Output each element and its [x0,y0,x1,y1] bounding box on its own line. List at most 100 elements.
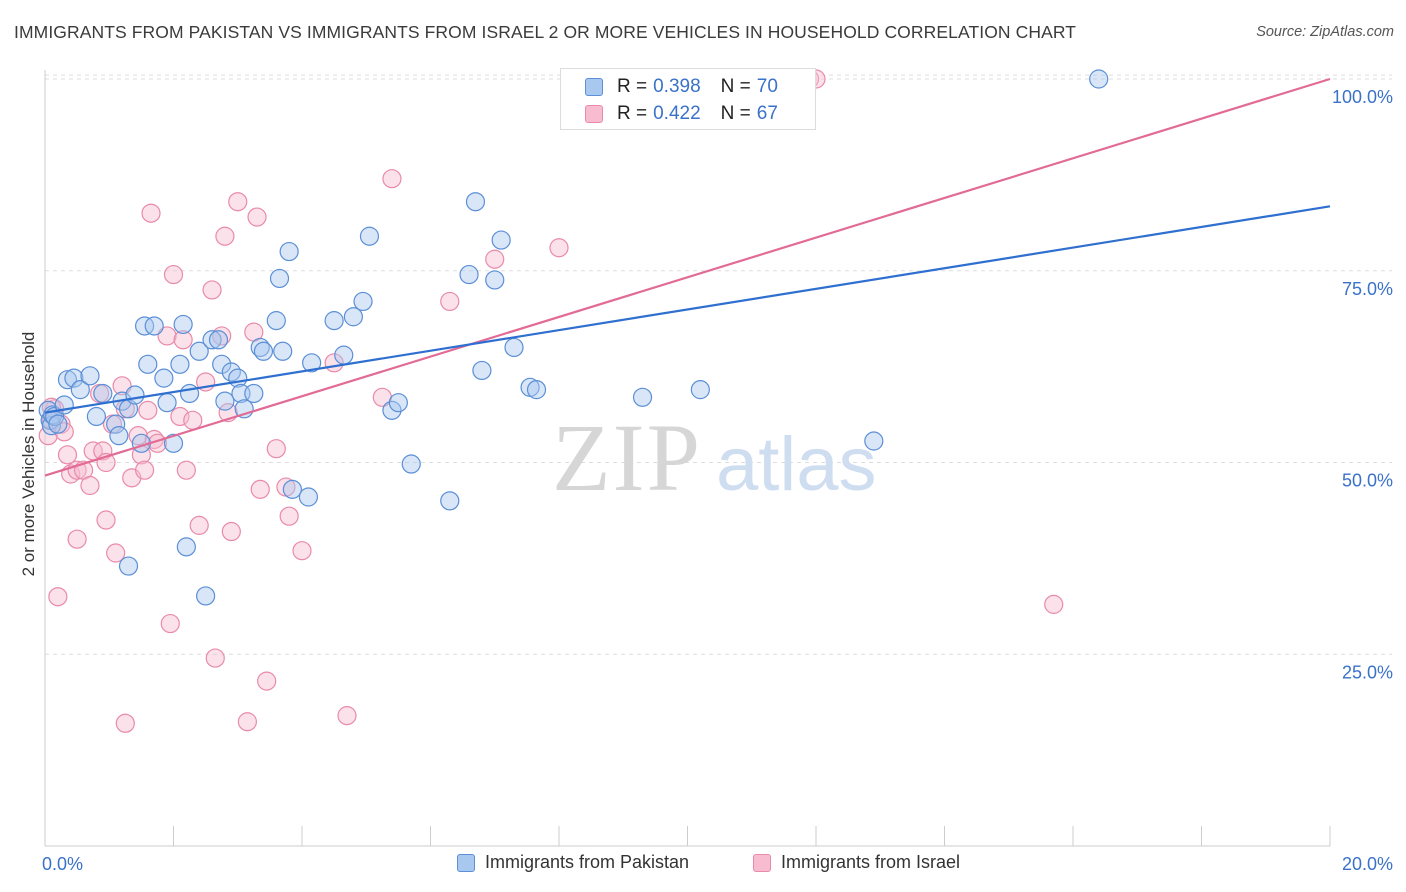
pakistan-point-42 [266,311,286,331]
pakistan-point-26 [173,314,193,335]
pakistan-point-11 [86,406,107,427]
pakistan-point-61 [485,270,505,290]
israel-point-17 [106,543,126,563]
y-tick-label-75: 75.0% [1342,279,1393,299]
israel-point-39 [205,648,225,668]
axes [44,70,1331,847]
israel-point-49 [257,671,277,691]
pakistan-point-29 [189,341,209,361]
israel-point-8 [67,529,87,549]
pakistan-point-33 [212,354,232,374]
series-israel-points [38,69,1064,733]
legend-swatch-pakistan [585,78,603,96]
pakistan-point-25 [170,354,190,374]
israel-point-63 [1044,594,1064,614]
pakistan-point-28 [179,383,200,404]
pakistan-point-63 [504,337,524,358]
pakistan-point-53 [359,226,380,246]
pakistan-point-41 [253,341,274,361]
pakistan-point-44 [273,341,293,361]
pakistan-point-12 [93,383,113,404]
legend-swatch-israel [585,105,603,123]
pakistan-point-10 [80,366,100,386]
pakistan-point-14 [109,426,129,446]
legend-r-label: R = [617,76,648,97]
pakistan-point-13 [106,414,126,434]
pakistan-point-70 [118,556,139,576]
israel-point-57 [440,291,460,312]
pakistan-point-23 [157,393,177,413]
pakistan-point-9 [70,380,90,400]
israel-point-24 [134,460,155,480]
israel-point-50 [266,439,286,459]
pakistan-point-69 [1089,69,1109,89]
pakistan-point-67 [690,380,710,400]
x-tick-label-min: 0.0% [42,854,83,874]
israel-point-3 [48,587,68,607]
pakistan-point-5 [48,414,68,434]
y-tick-label-25: 25.0% [1342,662,1393,682]
israel-point-25 [138,400,158,420]
israel-point-34 [176,460,196,480]
pakistan-point-32 [208,330,229,350]
pakistan-point-20 [138,354,158,374]
israel-point-35 [183,410,203,430]
pakistan-point-27 [176,537,196,557]
bottom-legend-israel[interactable]: Immigrants from Israel [753,852,960,873]
bottom-legend-pakistan[interactable]: Immigrants from Pakistan [457,852,689,873]
pakistan-point-52 [353,291,373,312]
israel-point-29 [157,326,177,346]
pakistan-point-31 [202,330,222,350]
chart-title: IMMIGRANTS FROM PAKISTAN VS IMMIGRANTS F… [14,22,1077,42]
pakistan-point-21 [144,316,164,336]
legend-row-israel: R = 0.422 N = 67 [585,102,778,126]
pakistan-point-39 [244,383,264,404]
israel-point-32 [170,406,190,427]
y-tick-label-50: 50.0% [1342,471,1393,491]
pakistan-point-34 [215,391,235,411]
pakistan-point-59 [465,192,486,212]
source-credit: Source: ZipAtlas.com [1256,24,1394,40]
pakistan-point-17 [125,385,145,405]
x-tick-label-max: 20.0% [1342,854,1393,874]
pakistan-point-50 [334,345,354,365]
pakistan-point-68 [864,431,884,451]
watermark-zip: ZIP [552,404,702,511]
pakistan-point-7 [57,370,78,390]
trendlines [44,77,1331,477]
legend-n-label: N = [720,103,751,124]
legend-r-value-israel: 0.422 [653,103,701,124]
pakistan-point-62 [491,230,511,250]
pakistan-point-47 [298,487,319,507]
gridlines [45,74,1392,655]
watermark: ZIP atlas [552,404,877,511]
israel-point-30 [160,613,180,634]
israel-point-7 [67,460,87,480]
trendline-israel [44,77,1331,477]
pakistan-point-56 [401,454,421,474]
israel-point-45 [237,712,257,732]
y-tick-label-100: 100.0% [1332,87,1393,107]
bottom-legend-swatch-israel [753,853,771,872]
israel-point-20 [115,713,135,733]
pakistan-point-30 [196,586,216,606]
israel-point-5 [57,445,78,465]
pakistan-point-54 [382,400,402,420]
israel-point-26 [141,203,161,223]
israel-point-36 [189,515,209,535]
correlation-legend: R = 0.398 N = 70 R = 0.422 N = 67 [560,68,816,130]
legend-row-pakistan: R = 0.398 N = 70 [585,75,778,99]
tick-labels: 25.0% 50.0% 75.0% 100.0% 0.0% 20.0% [42,87,1393,874]
pakistan-point-43 [269,268,290,289]
legend-r-label: R = [617,103,648,124]
pakistan-point-45 [279,241,299,262]
israel-point-59 [549,238,569,258]
pakistan-point-48 [302,353,322,373]
pakistan-point-8 [64,368,84,388]
legend-r-value-pakistan: 0.398 [653,76,701,97]
israel-point-43 [221,521,241,542]
pakistan-point-19 [134,316,155,336]
trendline-pakistan [44,205,1331,414]
pakistan-point-60 [472,360,492,381]
